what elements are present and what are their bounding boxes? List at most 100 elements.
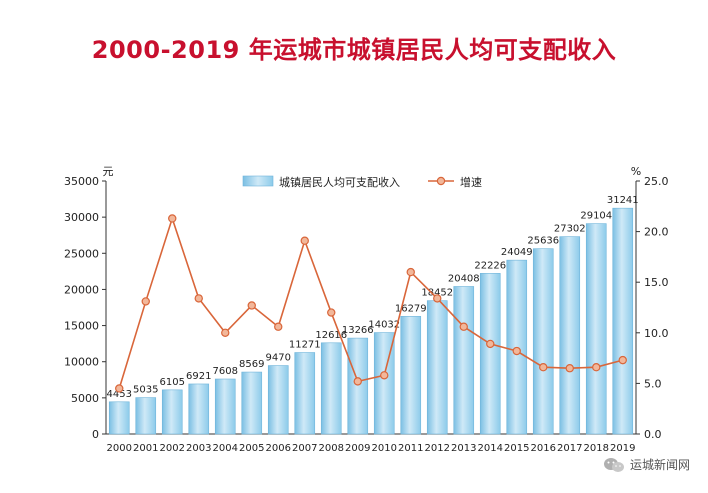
growth-line-path [118,215,623,389]
x-tick-label: 2009 [345,443,370,454]
x-tick-label: 2000 [107,443,132,454]
x-tick-label: 2014 [478,443,503,454]
x-tick-label: 2015 [504,443,529,454]
legend-bar-label: 城镇居民人均可支配收入 [279,175,400,189]
growth-point [486,339,495,349]
bar-value-label: 29104 [580,211,612,222]
bar [400,316,422,435]
bar [585,223,607,435]
growth-point [592,363,601,372]
bar [532,248,554,435]
growth-point [539,363,548,372]
growth-point [565,364,574,373]
growth-point [459,322,468,331]
bar [479,273,501,435]
bar-value-label: 7608 [213,366,238,377]
growth-point [168,214,177,223]
bar-value-label: 18452 [421,288,453,299]
bar-value-label: 16279 [395,303,427,314]
bar [347,337,369,435]
x-tick-label: 2016 [531,443,556,454]
right-tick-label: 5.0 [644,377,662,390]
bar [320,342,342,435]
growth-point [141,297,150,306]
watermark-text: 运城新闻网 [629,458,690,472]
x-tick-labels: 2000 2001 2002 2003 2004 2005 2006 2007 2008 2009… [107,443,636,454]
x-tick-label: 2003 [186,443,211,454]
bars [108,207,634,435]
bar [161,389,183,435]
x-tick-label: 2007 [292,443,317,454]
growth-line [115,214,627,393]
legend: 城镇居民人均可支配收入 增速 [242,175,482,189]
growth-point [618,355,627,365]
growth-point [327,308,336,317]
x-tick-label: 2010 [372,443,397,454]
x-tick-label: 2008 [319,443,344,454]
bar [612,207,634,435]
left-tick-label: 30000 [64,211,99,224]
bar [108,401,130,435]
bar-value-label: 8569 [239,359,264,370]
left-tick-label: 20000 [64,283,99,296]
legend-line-marker [436,176,446,186]
growth-point [274,322,283,331]
bar-value-label: 24049 [501,247,533,258]
growth-point [512,346,521,356]
x-tick-label: 2002 [160,443,185,454]
bar [241,371,263,435]
right-axis-unit: % [631,165,641,178]
growth-point [221,328,230,337]
bar [214,378,236,435]
x-tick-label: 2005 [239,443,264,454]
bar-value-label: 9470 [266,353,291,364]
left-axis-unit: 元 [103,165,114,178]
bar-value-label: 5035 [133,385,158,396]
left-tick-label: 35000 [64,175,99,188]
watermark: 运城新闻网 [603,456,690,473]
x-tick-label: 2006 [266,443,291,454]
x-tick-label: 2013 [451,443,476,454]
bar-value-label: 6105 [160,377,185,388]
legend-line-label: 增速 [460,175,482,189]
right-tick-label: 10.0 [644,327,669,340]
bar [294,352,316,435]
bar [426,300,448,435]
x-tick-label: 2018 [584,443,609,454]
bar [267,365,289,435]
right-tick-label: 25.0 [644,175,669,188]
bar-value-label: 13266 [342,325,374,336]
growth-point [433,294,442,303]
left-tick-label: 5000 [71,392,99,405]
bar [453,286,475,435]
bar-value-label: 14032 [368,320,400,331]
x-tick-label: 2012 [425,443,450,454]
growth-point [247,301,256,310]
growth-point [194,294,203,303]
bar-value-label: 11271 [289,340,321,351]
right-tick-label: 15.0 [644,276,669,289]
bar-value-label: 22226 [474,260,506,271]
bar-value-label: 31241 [607,195,639,206]
bar [188,383,210,435]
left-tick-label: 0 [92,428,99,441]
growth-point [115,384,124,393]
wechat-icon [603,457,624,472]
x-tick-label: 2001 [133,443,158,454]
left-tick-label: 25000 [64,247,99,260]
left-tick-label: 10000 [64,356,99,369]
x-tick-label: 2017 [557,443,582,454]
x-tick-label: 2004 [213,443,238,454]
bar [135,397,157,435]
right-tick-label: 0.0 [644,428,662,441]
x-tick-label: 2019 [610,443,635,454]
bar-value-label: 20408 [448,273,480,284]
bar-value-label: 6921 [186,371,211,382]
growth-point [353,377,362,386]
growth-point [300,236,309,245]
bar-value-label: 4453 [107,389,132,400]
bar [559,236,581,435]
bar-value-label: 12616 [315,330,347,341]
